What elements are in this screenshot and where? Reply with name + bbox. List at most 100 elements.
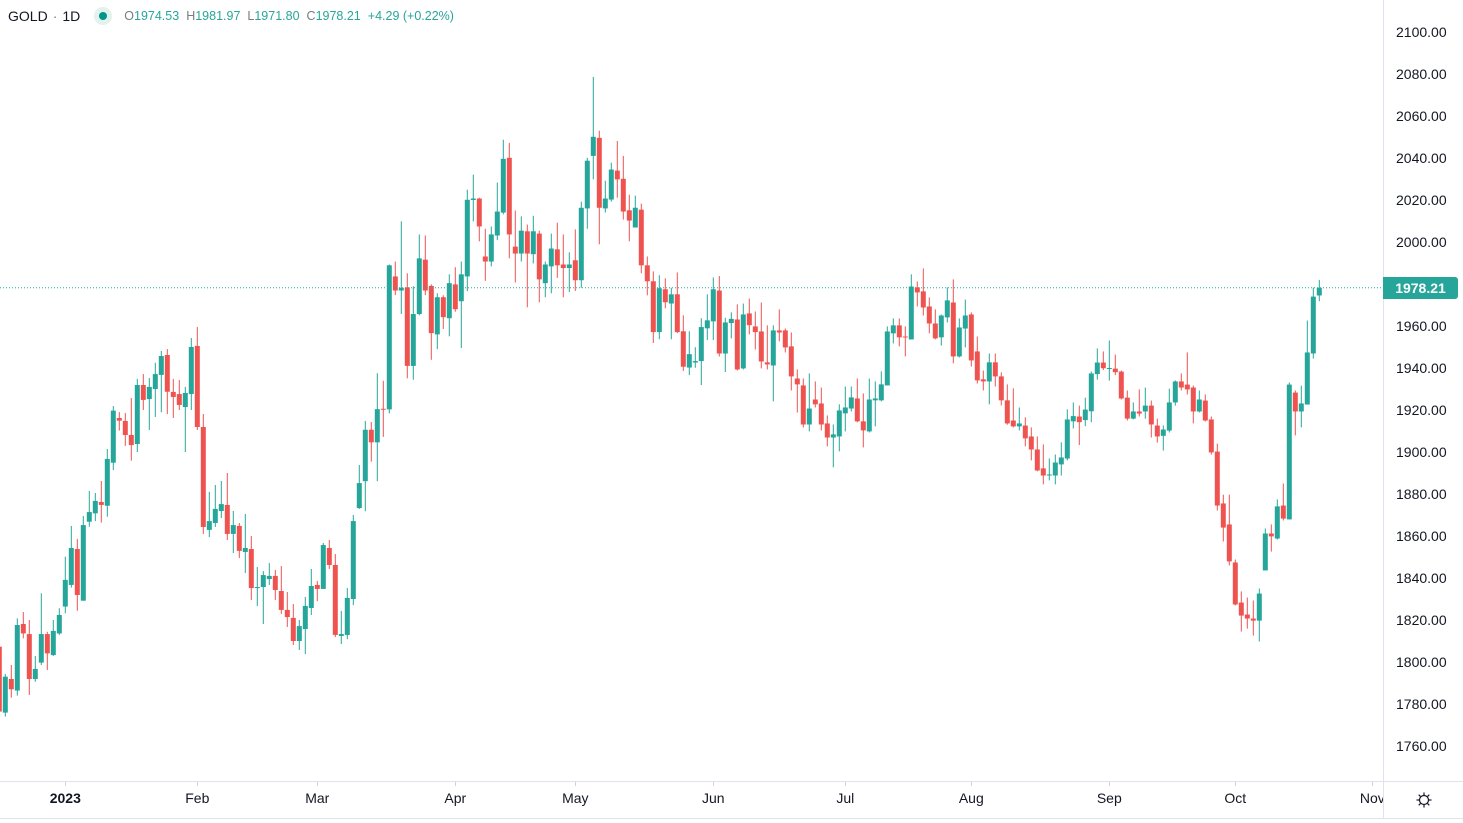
low-value: 1971.80 xyxy=(254,9,300,23)
candle-body xyxy=(332,564,338,635)
candle-body xyxy=(434,297,440,335)
candle-body xyxy=(872,398,878,401)
candle xyxy=(986,353,992,405)
candle-body xyxy=(638,209,644,266)
candle xyxy=(200,413,206,534)
candle xyxy=(1106,340,1112,381)
candle-body xyxy=(260,575,266,588)
candle-body xyxy=(1052,462,1058,476)
candle xyxy=(812,381,818,408)
candle-body xyxy=(1178,381,1184,388)
candle-body xyxy=(314,584,320,589)
candle xyxy=(356,465,362,509)
price-tick-label: 2000.00 xyxy=(1396,234,1447,250)
close-value: 1978.21 xyxy=(315,9,361,23)
candle xyxy=(1316,279,1322,302)
candle-body xyxy=(122,420,128,435)
candle xyxy=(518,216,524,262)
candle-body xyxy=(938,315,944,338)
candle-body xyxy=(626,210,632,221)
candle xyxy=(1004,384,1010,425)
candle xyxy=(620,155,626,220)
candle-body xyxy=(1268,533,1274,537)
candle-body xyxy=(854,398,860,422)
candle-body xyxy=(116,417,122,421)
market-status-icon xyxy=(94,7,113,25)
candle-body xyxy=(1166,402,1172,431)
candle-body xyxy=(1124,397,1130,419)
candle-body xyxy=(422,259,428,291)
symbol-name[interactable]: GOLD xyxy=(8,8,48,24)
time-axis[interactable]: 2023 Feb Mar Apr May Jun Jul Aug Sep Oct Nov xyxy=(0,781,1383,819)
candle xyxy=(992,353,998,387)
candle xyxy=(242,513,248,573)
time-tick-label: Mar xyxy=(305,790,330,806)
interval-label[interactable]: 1D xyxy=(62,8,81,24)
candle-body xyxy=(1184,384,1190,390)
candle-body xyxy=(962,315,968,329)
candle xyxy=(1112,354,1118,376)
candle-body xyxy=(446,283,452,319)
candle-body xyxy=(704,320,710,329)
candle-body xyxy=(1280,505,1286,519)
time-tick-label: Jun xyxy=(702,790,725,806)
candle xyxy=(650,271,656,344)
candle xyxy=(350,515,356,606)
candle-body xyxy=(320,545,326,589)
candle-body xyxy=(926,306,932,324)
high-label: H xyxy=(186,9,196,23)
candle-body xyxy=(1250,618,1256,621)
candle-body xyxy=(374,409,380,443)
candle-body xyxy=(104,458,110,506)
candle-body xyxy=(380,408,386,410)
candle-body xyxy=(860,421,866,431)
candle-body xyxy=(278,591,284,610)
candle xyxy=(452,267,458,312)
candle xyxy=(332,554,338,638)
candle xyxy=(98,480,104,523)
price-tick-label: 2060.00 xyxy=(1396,108,1447,124)
candle xyxy=(638,203,644,274)
candle xyxy=(896,318,902,347)
candle xyxy=(1022,417,1028,447)
candle xyxy=(206,491,212,538)
price-tick-label: 1940.00 xyxy=(1396,360,1447,376)
candle xyxy=(116,412,122,431)
candle xyxy=(686,331,692,376)
candle-body xyxy=(896,325,902,338)
candle xyxy=(1154,418,1160,443)
candle-body xyxy=(128,434,134,446)
candle-body xyxy=(218,504,224,512)
candle xyxy=(644,256,650,296)
candle xyxy=(1238,591,1244,632)
candle-body xyxy=(212,508,218,523)
candle-body xyxy=(164,354,170,392)
time-tick-label: Nov xyxy=(1359,790,1383,806)
candle xyxy=(68,525,74,588)
candle-body xyxy=(788,346,794,377)
candle xyxy=(932,309,938,340)
candle xyxy=(716,276,722,357)
candle-body xyxy=(560,264,566,269)
time-tick-label: 2023 xyxy=(49,790,81,806)
candle-body xyxy=(1160,429,1166,436)
candle-body xyxy=(1304,352,1310,405)
candle-body xyxy=(740,314,746,369)
candle xyxy=(584,157,590,229)
candle-body xyxy=(1034,449,1040,471)
candle-body xyxy=(596,137,602,208)
candle-body xyxy=(884,331,890,386)
candle xyxy=(458,261,464,349)
candle-body xyxy=(266,575,272,580)
candle-body xyxy=(830,434,836,438)
candle xyxy=(872,381,878,427)
candlestick-chart[interactable] xyxy=(0,0,1383,781)
candle xyxy=(512,210,518,283)
candle xyxy=(1028,427,1034,461)
settings-button[interactable] xyxy=(1383,781,1463,819)
candle xyxy=(572,229,578,291)
candle-body xyxy=(1082,409,1088,421)
price-axis[interactable]: 1760.00 1780.00 1800.00 1820.00 1840.00 1860.… xyxy=(1383,0,1463,781)
candle-body xyxy=(1214,451,1220,506)
candle-body xyxy=(1100,362,1106,369)
